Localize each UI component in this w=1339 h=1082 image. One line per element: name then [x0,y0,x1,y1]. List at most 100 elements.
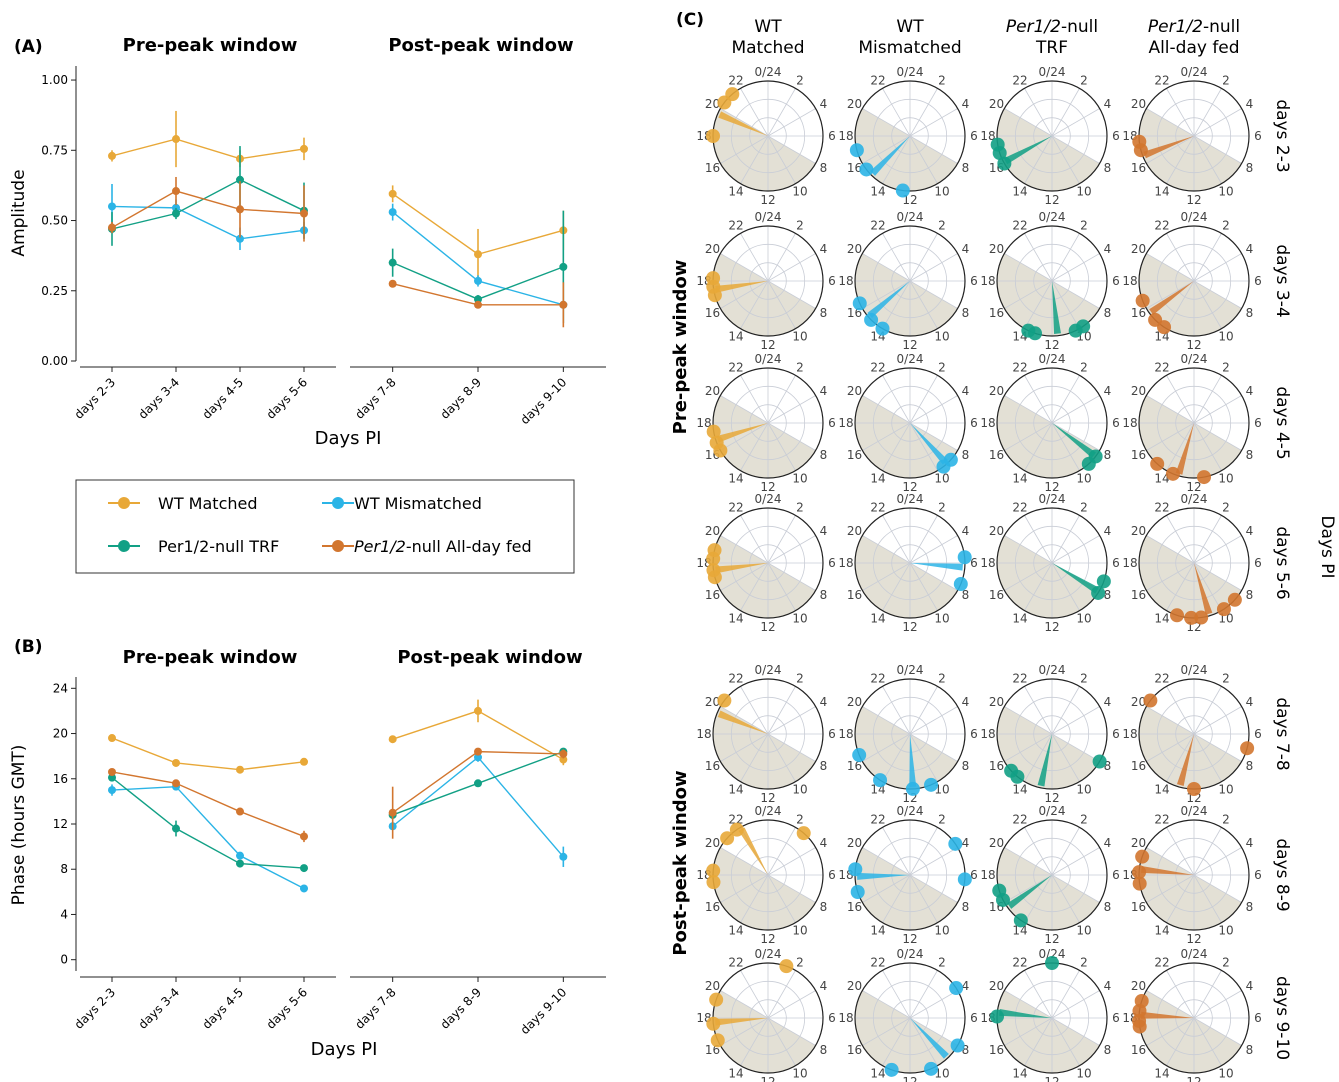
clock-label: 10 [792,782,807,796]
outer-circle [996,819,1108,931]
clock-label: 2 [796,361,804,375]
grid-spoke [1051,375,1080,424]
grid-spoke [909,874,958,903]
clock-label: 6 [1112,556,1120,570]
clock-label: 16 [847,900,862,914]
clock-label: 8 [1246,161,1254,175]
grid-spoke [1146,135,1195,164]
clock-label: 8 [962,161,970,175]
grid-spoke [1051,280,1100,309]
grid-spoke [1193,253,1242,282]
grid-spoke [1166,686,1195,735]
clock-label: 10 [792,1066,807,1080]
clock-label: 22 [1154,813,1169,827]
mean-phase-wedge [715,1018,768,1026]
clock-label: 4 [1104,695,1112,709]
clock-label: 4 [1104,979,1112,993]
shaded-region [855,990,958,1073]
clock-label: 14 [870,923,885,937]
clock-label: 22 [1154,219,1169,233]
x-tick-label: days 4-5 [200,375,246,421]
mean-phase-wedge [999,1009,1052,1018]
individual-phase-dot [709,992,724,1007]
grid-spoke [767,847,816,876]
clock-label: 4 [1104,836,1112,850]
individual-phase-dot [1132,134,1147,149]
x-tick-label: days 5-6 [264,375,310,421]
grid-spoke [1051,253,1100,282]
grid-spoke [909,874,938,923]
clock-label: 6 [828,416,836,430]
grid-spoke [767,395,816,424]
clock-label: 6 [828,1011,836,1025]
clock-label: 22 [1154,74,1169,88]
clock-label: 10 [1076,923,1091,937]
mean-phase-wedge [718,111,768,136]
grid-spoke [767,733,816,762]
y-tick-label: 12 [53,817,68,831]
grid-spoke [1166,88,1195,137]
clock-label: 2 [1222,501,1230,515]
clock-label: 22 [728,956,743,970]
legend-item-wt-matched: WT Matched [108,494,258,513]
mean-phase-wedge [1149,281,1194,315]
individual-phase-dot [949,981,964,996]
grid-spoke [882,562,911,611]
grid-spoke [767,733,796,782]
clock-label: 12 [1044,193,1059,207]
mean-phase-wedge [1052,281,1061,334]
clock-label: 22 [1154,501,1169,515]
clock-label: 12 [760,480,775,494]
y-tick-label: 0 [60,953,68,967]
series-line [111,777,305,869]
grid-spoke [1146,1017,1195,1046]
clock-label: 0/24 [1181,210,1208,224]
clock-label: 2 [1222,361,1230,375]
grid-spoke [1193,233,1222,282]
data-point [236,807,244,816]
grid-spoke [1024,88,1053,137]
grid-spoke [767,562,816,591]
clock-label: 2 [1222,74,1230,88]
clock-label: 8 [820,306,828,320]
grid-spoke [1051,827,1080,876]
clock-label: 0/24 [755,804,782,818]
y-tick-label: 20 [53,727,68,741]
row-label: days 2-3 [1272,99,1292,172]
grid-spoke [720,1017,769,1046]
clock-label: 6 [1112,868,1120,882]
clock-label: 2 [796,219,804,233]
clock-label: 14 [1012,184,1027,198]
series-line [392,756,564,858]
grid-spoke [1024,874,1053,923]
clock-label: 14 [1154,782,1169,796]
shaded-region [712,847,816,930]
grid-spoke [909,88,938,137]
clock-label: 10 [1218,184,1233,198]
clock-label: 6 [970,274,978,288]
clock-label: 0/24 [1181,804,1208,818]
grid-spoke [1004,422,1053,451]
clock-label: 2 [796,74,804,88]
grid-spoke [1193,535,1242,564]
grid-spoke [909,253,958,282]
clock-label: 8 [1104,1043,1112,1057]
grid-spoke [862,108,911,137]
clock-label: 2 [796,501,804,515]
clock-label: 18 [980,416,995,430]
individual-phase-dot [852,748,867,763]
y-tick-label: 8 [60,862,68,876]
grid-spoke [1004,280,1053,309]
grid-spoke [767,233,796,282]
individual-phase-dot [1081,456,1096,471]
mean-phase-wedge [909,734,917,787]
individual-phase-dot [948,836,963,851]
grid-spoke [909,1017,958,1046]
individual-phase-dot [706,129,720,143]
grid-spoke [882,1017,911,1066]
grid-spoke [882,515,911,564]
